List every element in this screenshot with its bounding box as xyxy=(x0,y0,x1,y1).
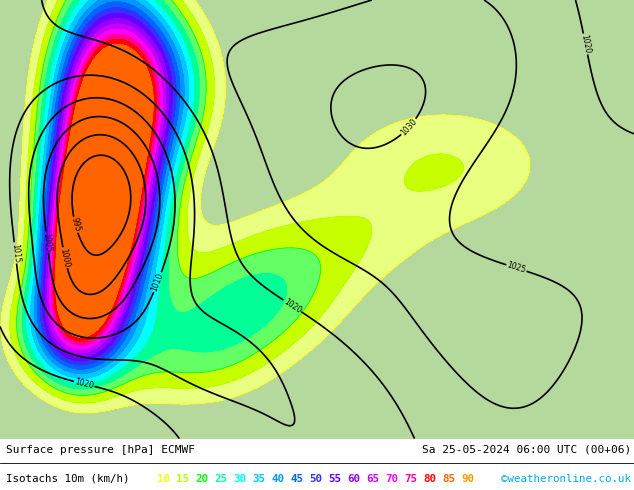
Text: 1020: 1020 xyxy=(74,377,94,391)
Text: 50: 50 xyxy=(309,474,323,484)
Text: 10: 10 xyxy=(157,474,171,484)
Text: 1000: 1000 xyxy=(58,247,71,268)
Text: 55: 55 xyxy=(328,474,342,484)
Text: 90: 90 xyxy=(462,474,475,484)
Text: 15: 15 xyxy=(176,474,190,484)
Text: 60: 60 xyxy=(347,474,361,484)
Text: 30: 30 xyxy=(233,474,247,484)
Text: 1020: 1020 xyxy=(579,34,592,54)
Text: 20: 20 xyxy=(195,474,209,484)
Text: 1015: 1015 xyxy=(10,243,21,263)
Text: 45: 45 xyxy=(290,474,304,484)
Text: 1025: 1025 xyxy=(506,261,527,275)
Text: Sa 25-05-2024 06:00 UTC (00+06): Sa 25-05-2024 06:00 UTC (00+06) xyxy=(422,445,631,455)
Text: 1005: 1005 xyxy=(42,232,53,252)
Text: 25: 25 xyxy=(214,474,228,484)
Text: 80: 80 xyxy=(424,474,437,484)
Text: 65: 65 xyxy=(366,474,380,484)
Text: 40: 40 xyxy=(271,474,285,484)
Text: 35: 35 xyxy=(252,474,266,484)
Text: 1010: 1010 xyxy=(150,271,165,293)
Text: 1020: 1020 xyxy=(282,297,303,315)
Text: 70: 70 xyxy=(385,474,399,484)
Text: Surface pressure [hPa] ECMWF: Surface pressure [hPa] ECMWF xyxy=(6,445,195,455)
Text: 85: 85 xyxy=(443,474,456,484)
Text: 1030: 1030 xyxy=(399,117,419,137)
Text: Isotachs 10m (km/h): Isotachs 10m (km/h) xyxy=(6,474,143,484)
Text: ©weatheronline.co.uk: ©weatheronline.co.uk xyxy=(501,474,631,484)
Text: 995: 995 xyxy=(69,217,82,233)
Text: 75: 75 xyxy=(404,474,418,484)
